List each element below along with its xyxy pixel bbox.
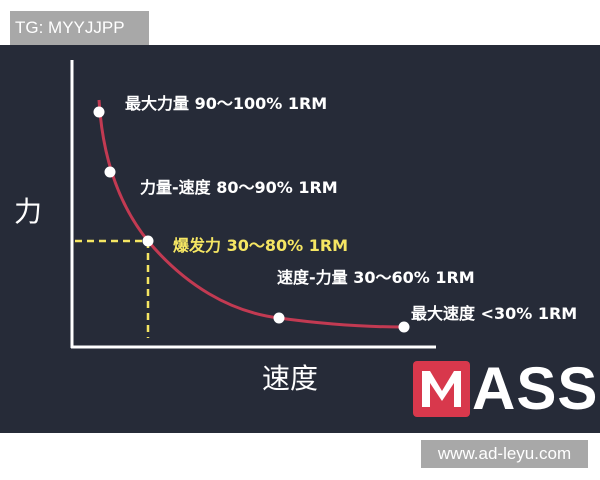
force-velocity-curve: [97, 99, 405, 329]
point-strength-speed: [104, 166, 116, 178]
label-speed-strength: 速度-力量 30～60% 1RM: [277, 268, 475, 287]
label-power: 爆发力 30～80% 1RM: [173, 236, 349, 255]
logo-text: ASS: [472, 355, 599, 422]
point-power: [142, 235, 154, 247]
logo-m-glyph: [422, 371, 461, 407]
label-max-strength: 最大力量 90～100% 1RM: [125, 94, 328, 113]
point-max-strength: [93, 106, 105, 118]
mass-logo: ASS: [413, 355, 599, 422]
watermark-top: TG: MYYJJPP: [10, 11, 149, 45]
x-axis-label: 速度: [262, 362, 319, 395]
point-max-speed: [398, 321, 410, 333]
label-max-speed: 最大速度 <30% 1RM: [411, 304, 578, 323]
label-strength-speed: 力量-速度 80～90% 1RM: [140, 178, 338, 197]
point-speed-strength: [273, 312, 285, 324]
watermark-bottom: www.ad-leyu.com: [421, 440, 588, 468]
y-axis-label: 力: [14, 195, 43, 228]
logo-m-box: [413, 361, 470, 417]
